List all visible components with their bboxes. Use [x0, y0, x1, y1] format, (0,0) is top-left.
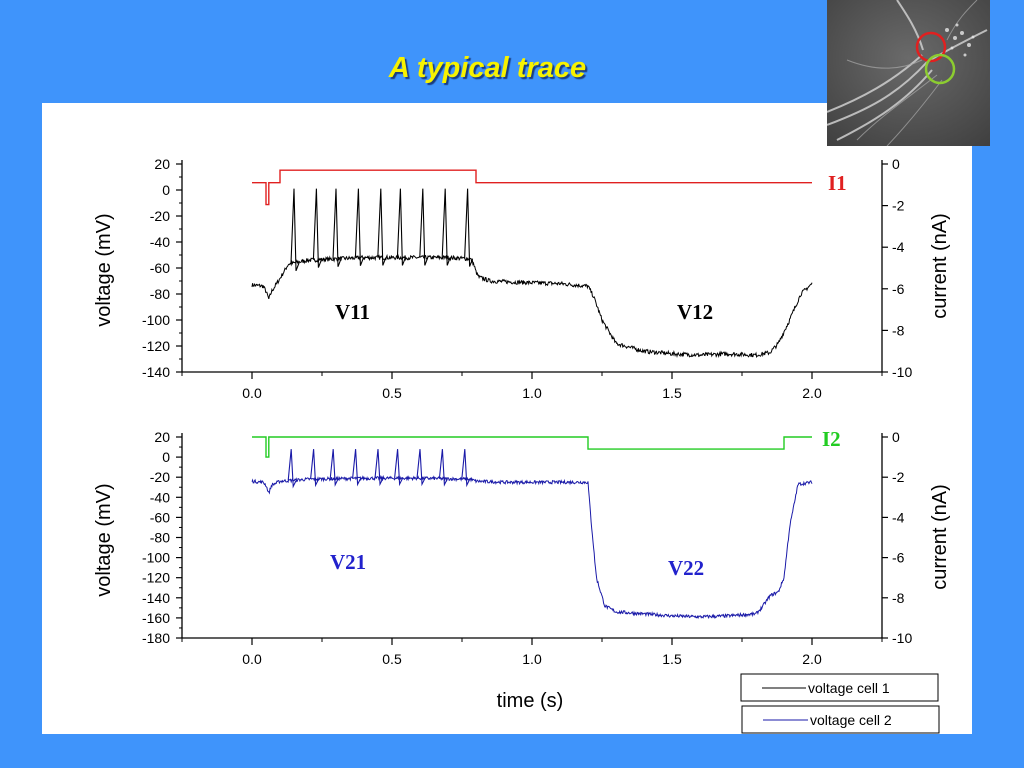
y-tick-label: -20	[150, 208, 170, 224]
y2-tick-label: -4	[892, 239, 905, 255]
x-tick-label: 1.0	[522, 385, 542, 401]
y2-tick-label: 0	[892, 156, 900, 172]
y-tick-label: -140	[142, 364, 170, 380]
spike-2-3	[329, 449, 339, 487]
spike-2-5	[374, 449, 384, 487]
y-tick-label: -40	[150, 489, 170, 505]
x-tick-label: 1.0	[522, 651, 542, 667]
spike-1-5	[377, 188, 387, 266]
top-y2-axis-title: current (nA)	[929, 213, 951, 319]
spike-1-3	[332, 188, 342, 267]
x-tick-label: 0.5	[382, 385, 402, 401]
y-tick-label: 20	[154, 156, 170, 172]
x-tick-label: 0.5	[382, 651, 402, 667]
spike-1-9	[464, 188, 474, 267]
y-tick-label: -120	[142, 570, 170, 586]
spike-1-7	[419, 188, 429, 266]
legend-cell-1: voltage cell 1	[740, 673, 939, 702]
current-trace-2	[252, 436, 812, 458]
y2-tick-label: -6	[892, 550, 905, 566]
bottom-y2-axis-title: current (nA)	[929, 484, 951, 590]
spike-2-4	[352, 449, 362, 487]
figure-panel	[42, 103, 972, 734]
annotation-i1: I1	[828, 171, 847, 195]
x-tick-label: 1.5	[662, 651, 682, 667]
spike-1-1	[290, 188, 300, 271]
y-tick-label: -160	[142, 610, 170, 626]
y-tick-label: -80	[150, 530, 170, 546]
y-tick-label: 0	[162, 182, 170, 198]
spike-1-6	[396, 188, 406, 266]
x-tick-label: 2.0	[802, 651, 822, 667]
y2-tick-label: -4	[892, 509, 905, 525]
annotation-v11: V11	[335, 300, 370, 324]
y-tick-label: -60	[150, 509, 170, 525]
annotation-v21: V21	[330, 550, 366, 574]
y2-tick-label: -2	[892, 198, 905, 214]
chart-panel-2: 20 0 -20 -40 -60 -80 -100 -120 -140 -160 -180 0 -2 -4…	[142, 429, 912, 667]
spike-2-6	[394, 449, 404, 487]
spike-2-2	[310, 449, 320, 488]
voltage-trace-1	[251, 253, 813, 359]
legend-label-cell-1: voltage cell 1	[808, 680, 890, 696]
red-cell-ring	[915, 31, 947, 63]
y-tick-label: -120	[142, 338, 170, 354]
x-tick-label: 0.0	[242, 651, 262, 667]
legend-cell-2: voltage cell 2	[741, 705, 940, 734]
bottom-y-axis-title: voltage (mV)	[93, 483, 115, 596]
y-tick-label: 0	[162, 449, 170, 465]
x-tick-label: 2.0	[802, 385, 822, 401]
y2-tick-label: 0	[892, 429, 900, 445]
x-axis-title: time (s)	[497, 690, 564, 712]
annotation-i2: I2	[822, 427, 841, 451]
y2-tick-label: -8	[892, 590, 905, 606]
y-tick-label: -140	[142, 590, 170, 606]
y-tick-label: -20	[150, 469, 170, 485]
chart-panel-1: 20 0 -20 -40 -60 -80 -100 -120 -140 0 -2 -4 -6 -8 -10 0…	[142, 156, 912, 401]
y-tick-label: -80	[150, 286, 170, 302]
current-trace-1	[252, 169, 812, 206]
x-tick-label: 0.0	[242, 385, 262, 401]
y-tick-label: -60	[150, 260, 170, 276]
spike-2-8	[438, 449, 448, 487]
neuron-micrograph-thumbnail	[827, 0, 990, 146]
x-tick-label: 1.5	[662, 385, 682, 401]
y-tick-label: 20	[154, 429, 170, 445]
annotation-v22: V22	[668, 556, 704, 580]
y-tick-label: -40	[150, 234, 170, 250]
y2-tick-label: -2	[892, 469, 905, 485]
spike-2-9	[461, 449, 471, 488]
spike-2-7	[416, 449, 426, 487]
spike-1-8	[441, 188, 451, 266]
y-tick-label: -180	[142, 630, 170, 646]
y-tick-label: -100	[142, 312, 170, 328]
top-y-axis-title: voltage (mV)	[93, 213, 115, 326]
green-cell-ring	[924, 53, 956, 85]
y2-tick-label: -8	[892, 322, 905, 338]
spike-2-1	[287, 449, 297, 489]
spike-1-2	[312, 188, 322, 268]
annotation-v12: V12	[677, 300, 713, 324]
slide-title: A typical trace	[388, 52, 587, 84]
y-tick-label: -100	[142, 550, 170, 566]
legend-label-cell-2: voltage cell 2	[810, 712, 892, 728]
y2-tick-label: -6	[892, 281, 905, 297]
spike-1-4	[354, 188, 364, 266]
voltage-trace-2	[251, 474, 813, 620]
y2-tick-label: -10	[892, 630, 912, 646]
y2-tick-label: -10	[892, 364, 912, 380]
